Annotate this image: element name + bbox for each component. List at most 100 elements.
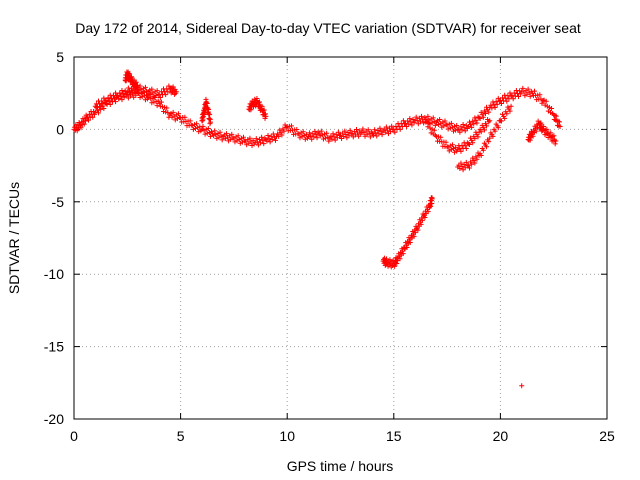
data-point: [544, 126, 550, 132]
data-point: [149, 86, 155, 92]
data-point: [83, 118, 89, 124]
data-point: [510, 96, 516, 102]
data-point: [96, 110, 102, 116]
data-point: [248, 107, 254, 113]
data-point: [506, 96, 512, 102]
data-point: [182, 114, 188, 120]
data-point: [163, 92, 169, 98]
data-point: [394, 260, 400, 266]
data-point: [263, 113, 269, 119]
data-point: [265, 132, 271, 138]
data-point: [401, 245, 407, 251]
data-point: [443, 139, 449, 145]
data-point: [392, 129, 398, 135]
data-point: [492, 128, 498, 134]
data-point: [353, 127, 359, 133]
data-point: [548, 130, 554, 136]
data-point: [508, 103, 514, 109]
data-point: [537, 92, 543, 98]
data-point: [173, 89, 179, 95]
data-point: [134, 87, 140, 93]
x-axis-label: GPS time / hours: [287, 458, 394, 474]
data-point: [471, 133, 477, 139]
data-point: [469, 124, 475, 130]
data-point: [90, 114, 96, 120]
data-point: [543, 98, 549, 104]
data-point: [431, 127, 437, 133]
data-point: [400, 248, 406, 254]
data-point: [556, 119, 562, 125]
data-point: [145, 92, 151, 98]
data-point: [278, 130, 284, 136]
data-point: [113, 90, 119, 96]
data-point: [419, 113, 425, 119]
data-point: [519, 383, 525, 389]
data-point: [504, 111, 510, 117]
data-point: [465, 163, 471, 169]
data-point: [392, 263, 398, 269]
data-point: [553, 138, 559, 144]
data-point: [314, 135, 320, 141]
data-point: [484, 144, 490, 150]
data-point: [418, 221, 424, 227]
data-point: [471, 158, 477, 164]
y-tick-label: -5: [52, 194, 65, 210]
data-point: [209, 129, 215, 135]
data-points: [71, 69, 563, 389]
data-point: [553, 113, 559, 119]
data-point: [399, 124, 405, 130]
data-point: [223, 131, 229, 137]
data-point: [125, 85, 131, 91]
data-point: [397, 256, 403, 262]
y-tick-label: -15: [44, 339, 64, 355]
data-point: [429, 196, 435, 202]
data-point: [466, 141, 472, 147]
y-tick-label: 0: [56, 121, 64, 137]
y-tick-label: -20: [44, 411, 64, 427]
data-point: [78, 125, 84, 131]
data-point: [472, 115, 478, 121]
data-point: [472, 160, 478, 166]
data-point: [465, 141, 471, 147]
data-point: [367, 134, 373, 140]
data-point: [449, 142, 455, 148]
data-point: [469, 161, 475, 167]
data-point: [277, 127, 283, 133]
data-point: [123, 91, 129, 97]
data-point: [104, 100, 110, 106]
data-point: [412, 230, 418, 236]
data-point: [206, 107, 212, 113]
data-point: [463, 146, 469, 152]
data-point: [516, 94, 522, 100]
data-point: [407, 239, 413, 245]
data-point: [154, 88, 160, 94]
data-point: [442, 118, 448, 124]
data-point: [112, 96, 118, 102]
x-tick-label: 25: [599, 428, 615, 444]
data-point: [279, 132, 285, 138]
data-point: [472, 136, 478, 142]
data-point: [307, 130, 313, 136]
data-point: [551, 133, 557, 139]
data-point: [469, 137, 475, 143]
data-point: [430, 115, 436, 121]
x-tick-label: 5: [177, 428, 185, 444]
data-point: [116, 96, 122, 102]
data-point: [194, 121, 200, 127]
data-point: [507, 108, 513, 114]
data-point: [466, 119, 472, 125]
data-point: [247, 135, 253, 141]
data-point: [533, 128, 539, 134]
data-point: [475, 134, 481, 140]
data-point: [474, 156, 480, 162]
data-point: [400, 251, 406, 257]
data-point: [259, 103, 265, 109]
data-point: [175, 111, 181, 117]
data-point: [486, 139, 492, 145]
data-point: [229, 131, 235, 137]
data-point: [324, 130, 330, 136]
data-point: [253, 136, 259, 142]
data-point: [165, 89, 171, 95]
data-point: [520, 85, 526, 91]
data-point: [270, 131, 276, 137]
